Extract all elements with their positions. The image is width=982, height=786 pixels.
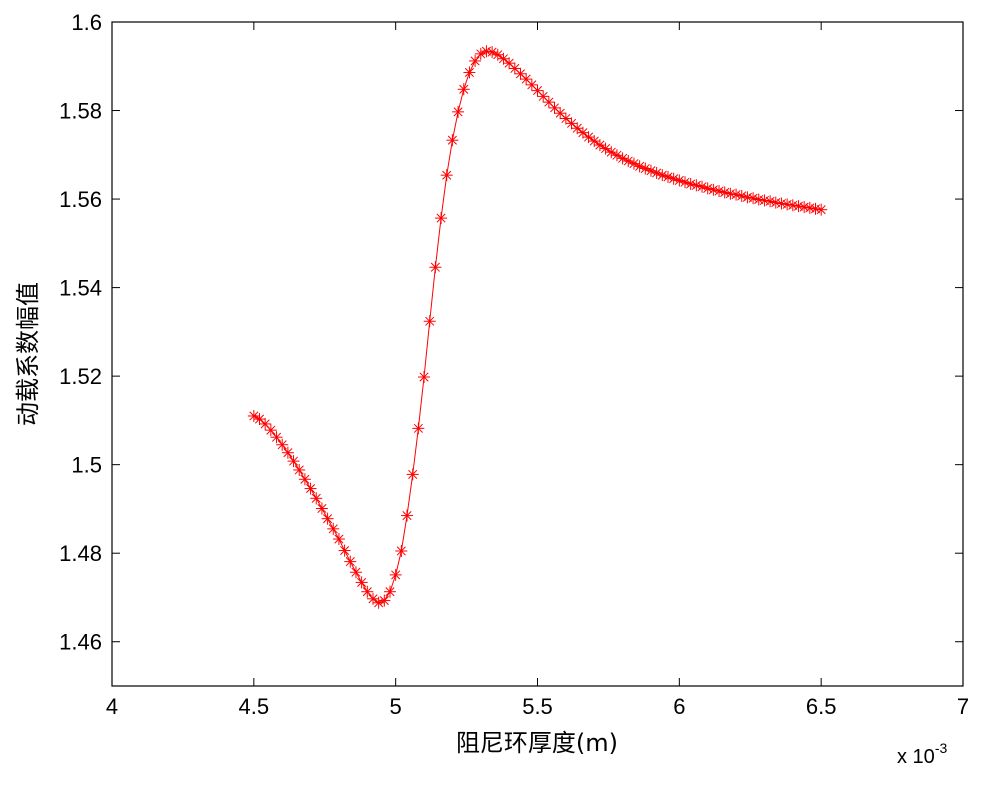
data-point-asterisk: [361, 585, 374, 598]
data-point-asterisk: [792, 200, 805, 213]
data-point-asterisk: [264, 424, 277, 437]
data-point-asterisk: [429, 261, 442, 274]
data-point-asterisk: [332, 533, 345, 546]
data-point-asterisk: [809, 202, 822, 215]
data-point-asterisk: [559, 112, 572, 125]
y-axis-title: 动载系数幅值: [14, 282, 42, 426]
data-point-asterisk: [730, 188, 743, 201]
data-point-asterisk: [781, 198, 794, 211]
data-point-asterisk: [446, 134, 459, 147]
data-point-asterisk: [423, 315, 436, 328]
data-point-asterisk: [378, 594, 391, 607]
data-point-asterisk: [452, 105, 465, 118]
data-point-asterisk: [349, 566, 362, 579]
y-tick-label: 1.54: [59, 276, 102, 301]
y-tick-label: 1.52: [59, 364, 102, 389]
data-point-asterisk: [310, 492, 323, 505]
data-point-asterisk: [798, 201, 811, 214]
data-point-asterisk: [293, 463, 306, 476]
data-point-asterisk: [412, 422, 425, 435]
data-point-asterisk: [786, 199, 799, 212]
x-axis-ticks: 4 4.5 5 5.5 6 6.5 7: [106, 22, 969, 719]
data-point-asterisk: [644, 164, 657, 177]
data-point-asterisk: [406, 468, 419, 481]
data-point-asterisk: [758, 194, 771, 207]
data-point-asterisk: [281, 446, 294, 459]
x-tick-label: 5.5: [522, 694, 553, 719]
x-tick-label: 7: [957, 694, 969, 719]
x-tick-label: 4.5: [239, 694, 270, 719]
data-point-asterisk: [815, 203, 828, 216]
data-point-asterisk: [752, 193, 765, 206]
data-point-asterisk: [565, 117, 578, 130]
data-point-asterisk: [304, 482, 317, 495]
data-point-asterisk: [389, 568, 402, 581]
data-point-asterisk: [298, 473, 311, 486]
y-tick-label: 1.6: [71, 10, 102, 35]
data-point-asterisk: [769, 196, 782, 209]
y-tick-label: 1.46: [59, 630, 102, 655]
data-point-asterisk: [571, 122, 584, 135]
y-axis-ticks: 1.46 1.48 1.5 1.52 1.54 1.56 1.58 1.6: [59, 10, 963, 655]
data-point-asterisk: [395, 544, 408, 557]
data-point-asterisk: [803, 201, 816, 214]
x-axis-title: 阻尼环厚度(m): [456, 729, 618, 757]
data-point-asterisk: [253, 413, 266, 426]
series-layer: [247, 45, 828, 609]
data-point-asterisk: [480, 45, 493, 58]
data-point-asterisk: [582, 131, 595, 144]
y-tick-label: 1.5: [71, 453, 102, 478]
data-point-asterisk: [355, 576, 368, 589]
x-tick-label: 6.5: [806, 694, 837, 719]
data-point-asterisk: [599, 142, 612, 155]
data-point-asterisk: [327, 522, 340, 535]
data-point-asterisk: [401, 509, 414, 522]
data-point-asterisk: [469, 54, 482, 67]
data-point-asterisk: [276, 438, 289, 451]
x-exponent-power: -3: [935, 740, 948, 756]
x-tick-label: 4: [106, 694, 118, 719]
data-point-asterisk: [775, 197, 788, 210]
x-tick-label: 5: [390, 694, 402, 719]
data-point-asterisk: [514, 67, 527, 80]
data-point-asterisk: [593, 139, 606, 152]
x-exponent-label: x 10-3: [897, 740, 947, 768]
plot-area: [111, 21, 964, 687]
data-point-asterisk: [457, 83, 470, 96]
data-point-asterisk: [679, 176, 692, 189]
data-point-asterisk: [383, 585, 396, 598]
data-point-asterisk: [440, 169, 453, 182]
y-tick-label: 1.56: [59, 187, 102, 212]
data-point-asterisk: [741, 191, 754, 204]
y-tick-label: 1.58: [59, 99, 102, 124]
data-point-asterisk: [270, 431, 283, 444]
data-point-asterisk: [418, 371, 431, 384]
data-point-asterisk: [315, 502, 328, 515]
data-point-asterisk: [338, 544, 351, 557]
data-point-asterisk: [463, 66, 476, 79]
data-point-asterisk: [344, 555, 357, 568]
x-exponent-base: x 10: [897, 746, 935, 768]
data-point-asterisk: [435, 212, 448, 225]
data-point-asterisk: [321, 512, 334, 525]
x-tick-label: 6: [673, 694, 685, 719]
data-point-asterisk: [247, 409, 260, 422]
data-point-asterisk: [724, 187, 737, 200]
y-tick-label: 1.48: [59, 541, 102, 566]
data-point-asterisk: [287, 455, 300, 468]
